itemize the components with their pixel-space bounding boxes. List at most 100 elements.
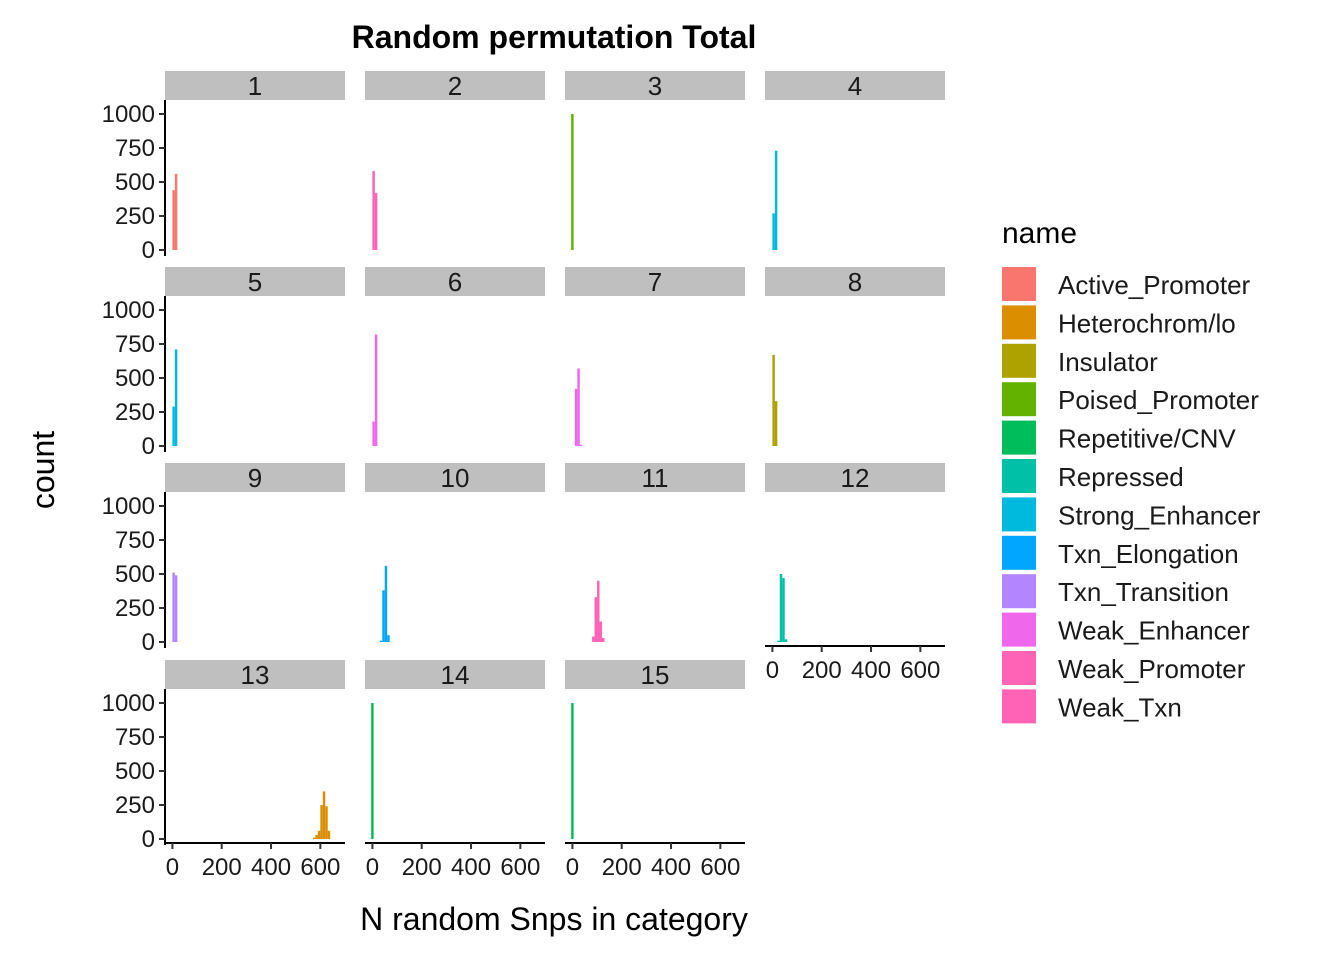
y-tick-label: 1000: [102, 101, 155, 128]
histogram-bar: [371, 703, 374, 839]
panel-3: 3: [565, 71, 745, 250]
y-tick-label: 1000: [102, 297, 155, 324]
y-axis-title: count: [25, 431, 61, 509]
histogram-bar: [322, 791, 326, 839]
legend-item: Txn_Elongation: [1002, 535, 1239, 570]
panel-7: 7: [565, 267, 745, 446]
x-tick-label: 600: [900, 657, 940, 684]
panel-11: 11: [565, 463, 745, 642]
histogram-bar: [774, 401, 778, 446]
panel-15: 15 0 200 400 600: [565, 660, 745, 881]
panel-14: 14 0 200 400 600: [365, 660, 545, 881]
x-tick-label: 200: [602, 854, 642, 881]
facet-label: 15: [641, 660, 670, 690]
x-axis-title: N random Snps in category: [360, 901, 748, 937]
legend-label: Strong_Enhancer: [1058, 500, 1261, 530]
legend-label: Weak_Enhancer: [1058, 616, 1250, 646]
legend-swatch: [1002, 420, 1036, 455]
facet-strip: [565, 463, 745, 492]
x-tick-label: 400: [251, 854, 291, 881]
y-tick-label: 250: [115, 595, 155, 622]
histogram-bar: [312, 837, 316, 839]
panel-10: 10: [365, 463, 545, 642]
legend-swatch: [1002, 382, 1036, 417]
facet-label: 4: [848, 71, 862, 101]
histogram-bar: [784, 639, 788, 642]
y-tick-label: 250: [115, 399, 155, 426]
facet-strip: [565, 267, 745, 296]
facet-strip: [365, 71, 545, 100]
y-tick-label: 0: [142, 433, 155, 460]
legend-swatch: [1002, 651, 1036, 685]
facet-label: 12: [841, 463, 870, 493]
histogram-bar: [387, 635, 390, 642]
legend-item: Repressed: [1002, 459, 1184, 493]
chart-title: Random permutation Total: [352, 19, 757, 55]
x-tick-label: 200: [802, 657, 842, 684]
histogram-bar: [574, 388, 578, 446]
legend-label: Txn_Transition: [1058, 577, 1229, 607]
histogram-bar: [571, 703, 574, 839]
legend-swatch: [1002, 459, 1036, 493]
legend-label: Poised_Promoter: [1058, 385, 1259, 415]
y-tick-label: 500: [115, 561, 155, 588]
legend-item: Strong_Enhancer: [1002, 497, 1261, 532]
x-tick-label: 600: [500, 854, 540, 881]
histogram-bar: [372, 171, 375, 250]
y-tick-label: 0: [142, 629, 155, 656]
histogram-bar: [774, 150, 778, 250]
y-tick-label: 750: [115, 135, 155, 162]
legend-item: Poised_Promoter: [1002, 382, 1259, 417]
y-tick-label: 250: [115, 203, 155, 230]
y-tick-label: 750: [115, 527, 155, 554]
legend-swatch: [1002, 305, 1036, 340]
y-tick-label: 1000: [102, 690, 155, 717]
legend-swatch: [1002, 343, 1036, 378]
legend-label: Repetitive/CNV: [1058, 424, 1236, 454]
y-tick-label: 500: [115, 169, 155, 196]
histogram-bar: [372, 421, 375, 446]
x-tick-label: 400: [851, 657, 891, 684]
facet-strip: [165, 660, 345, 689]
histogram-bar: [601, 637, 605, 642]
legend: name Active_Promoter Heterochrom/lo Insula…: [1002, 217, 1261, 724]
legend-label: Weak_Txn: [1058, 692, 1182, 722]
histogram-bar: [174, 349, 178, 446]
panel-12: 12 0 200 400 600: [765, 463, 945, 684]
histogram-bar: [384, 565, 388, 642]
facet-strip: [165, 267, 345, 296]
facet-strip: [165, 463, 345, 492]
x-tick-label: 600: [700, 854, 740, 881]
histogram-bar: [374, 192, 378, 250]
facet-label: 6: [448, 267, 462, 297]
legend-item: Repetitive/CNV: [1002, 420, 1236, 455]
y-tick-label: 1000: [102, 493, 155, 520]
legend-swatch: [1002, 267, 1036, 301]
legend-swatch: [1002, 497, 1036, 532]
facet-label: 3: [648, 71, 662, 101]
facet-strip: [365, 267, 545, 296]
histogram-bar: [320, 805, 323, 839]
facet-strip: [165, 71, 345, 100]
facet-label: 2: [448, 71, 462, 101]
histogram-bar: [779, 574, 783, 642]
x-tick-label: 0: [166, 854, 179, 881]
legend-label: Repressed: [1058, 462, 1184, 492]
facet-label: 9: [248, 463, 262, 493]
panel-8: 8: [765, 267, 945, 446]
histogram-bar: [599, 621, 602, 642]
x-tick-label: 600: [300, 854, 340, 881]
facet-label: 10: [441, 463, 470, 493]
facet-label: 7: [648, 267, 662, 297]
histogram-bar: [174, 173, 178, 250]
y-tick-label: 750: [115, 724, 155, 751]
y-tick-label: 0: [142, 237, 155, 264]
facet-label: 13: [241, 660, 270, 690]
legend-label: Insulator: [1058, 347, 1158, 377]
legend-label: Heterochrom/lo: [1058, 308, 1236, 338]
facet-label: 14: [441, 660, 470, 690]
histogram-bar: [374, 334, 378, 446]
histogram-bar: [592, 636, 595, 642]
facet-strip: [365, 660, 545, 689]
